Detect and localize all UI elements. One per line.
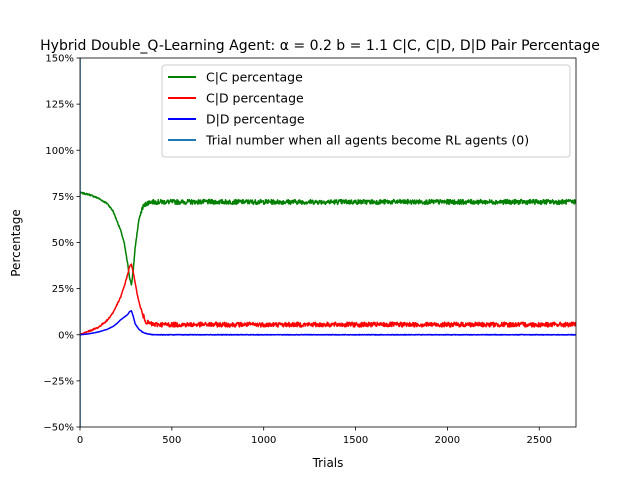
legend-box — [161, 64, 571, 158]
legend: C|C percentage C|D percentage D|D percenta… — [161, 64, 571, 158]
y-tick-label: 125% — [45, 100, 74, 111]
y-tick-label: 0% — [58, 330, 74, 341]
series-line — [80, 263, 576, 337]
y-tick-label: 25% — [52, 284, 74, 295]
x-tick-label: 1500 — [343, 435, 368, 446]
axes: 0 500 1000 1500 2000 2500 −50% −25% 0% 25% 50% 75% 1… — [43, 54, 577, 446]
chart-title: Hybrid Double_Q-Learning Agent: α = 0.2 … — [40, 38, 600, 54]
x-tick-label: 2000 — [435, 435, 460, 446]
y-tick-label: 150% — [45, 54, 74, 65]
y-tick-label: −25% — [43, 376, 74, 387]
x-tick-label: 1000 — [251, 435, 276, 446]
series-line — [80, 191, 576, 286]
legend-label: Trial number when all agents become RL a… — [205, 133, 529, 148]
plot-area — [80, 58, 576, 427]
legend-label: C|D percentage — [206, 91, 304, 106]
y-tick-label: 50% — [52, 238, 74, 249]
legend-label: C|C percentage — [206, 70, 303, 85]
legend-label: D|D percentage — [206, 112, 305, 127]
y-axis-label: Percentage — [9, 209, 23, 277]
series-line — [80, 310, 576, 336]
y-tick-label: 100% — [45, 146, 74, 157]
x-tick-label: 0 — [77, 435, 83, 446]
x-axis-label: Trials — [312, 456, 344, 470]
x-tick-label: 500 — [162, 435, 181, 446]
y-tick-label: 75% — [52, 192, 74, 203]
y-tick-label: −50% — [43, 423, 74, 434]
x-tick-label: 2500 — [527, 435, 552, 446]
